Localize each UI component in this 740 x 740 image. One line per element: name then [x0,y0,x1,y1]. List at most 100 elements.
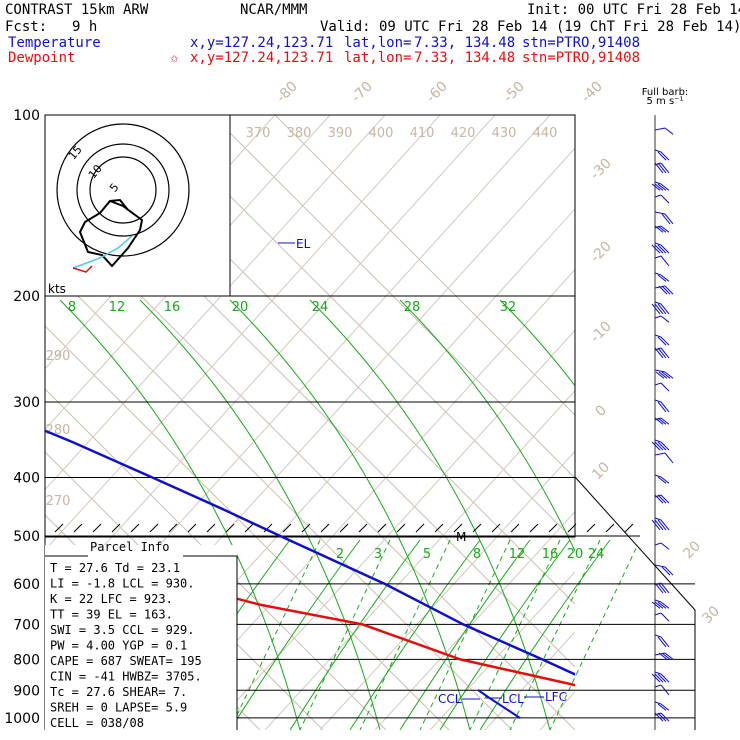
mixing-ratio-label: 20 [567,547,584,562]
barb-shaft [654,382,662,386]
isotherm-line [45,325,450,730]
barb-flag [660,151,670,161]
barb-flag [661,652,671,660]
parcel-path-line [477,689,521,719]
lower-mixing-ratio-line [469,539,561,730]
freezing-tick [491,523,501,533]
freezing-tick [187,523,197,533]
lower-green-line [439,539,571,730]
legend-dewpoint-xy: x,y=127.24,123.71 [190,50,334,66]
legend-dewpoint: Dewpoint [8,50,76,66]
lower-green-line [229,539,361,730]
barb-flag [654,347,664,359]
barb-flag [654,183,664,191]
isotherm-label: -30 [587,155,614,182]
pressure-tick-label: 700 [13,617,40,633]
isotherm-label: -20 [587,238,614,265]
barb-flag [654,417,664,425]
mixing-ratio-label: 8 [473,547,481,562]
mixing-ratio-label: 20 [232,300,249,315]
barb-flag [654,244,664,254]
barb-flag [660,582,670,594]
barb-flag [660,315,670,323]
barb-flag [657,673,667,683]
freezing-tick [377,523,387,533]
legend-temperature-stn: stn=PTRO,91408 [522,35,641,51]
hodograph-ring [56,123,190,257]
barb-shaft [654,315,662,319]
isotherm-line [45,388,387,730]
hodograph-ring [89,156,157,224]
dry-adiabat-line [45,115,331,431]
barb-shaft [654,127,666,131]
parcel-info-title: Parcel Info [90,540,169,554]
barb-flag [651,303,661,315]
mixing-ratio-label: 24 [588,547,605,562]
barb-flag [654,494,664,504]
melting-level-label: M [456,530,466,544]
isotherm-label: 20 [680,538,704,562]
wind-barb [654,255,670,267]
theta-label: 380 [287,126,312,141]
legend-temperature: Temperature [8,35,101,51]
wind-barb [651,181,670,191]
wind-barb [654,494,670,504]
isotherm-label: -50 [500,78,527,105]
barb-flag [657,582,667,594]
barb-shaft [654,612,662,616]
barb-flag [657,476,667,484]
wind-barb [654,369,674,379]
freezing-tick [320,523,330,533]
dry-adiabat-line [429,571,575,730]
wind-barb [654,149,670,161]
lfc-label: LFC [545,690,567,704]
forecast-label: Fcst: [5,19,48,35]
barb-shaft [654,149,662,153]
wind-barb [654,612,670,622]
mixing-ratio-label: 16 [164,300,181,315]
parcel-info-row: SREH = 0 LAPSE= 5.9 [50,701,187,715]
freezing-tick [548,523,558,533]
barb-flag [660,636,670,648]
wind-barb [654,712,670,722]
theta-label: 370 [246,126,271,141]
legend-dewpoint-latlon: 7.33, 134.48 [414,50,516,66]
wind-barb [654,225,670,233]
barb-shaft [654,369,666,373]
wind-barb [651,671,670,683]
barb-flag [654,162,664,174]
barb-flag [660,542,670,550]
barb-flag [660,401,670,413]
isotherm-line [0,115,8,730]
barb-flag [660,274,670,282]
lower-mixing-ratio-line [419,539,511,730]
hodograph-unit: kts [48,282,66,296]
wind-barb [654,211,674,225]
isotherm-label: -10 [587,318,614,345]
wind-barb [654,347,670,359]
barb-flag [654,441,664,451]
lower-mixing-ratio-line [509,539,601,730]
barb-flag [660,441,670,451]
barb-flag [660,712,670,722]
barb-shaft [654,671,662,675]
lower-mixing-ratio-line [299,539,391,730]
barb-shaft [654,272,662,276]
dry-adiabat-line [705,115,740,730]
barb-shaft [654,301,662,305]
freezing-tick [453,523,463,533]
freezing-tick [206,523,216,533]
wind-barb [654,542,670,550]
barb-flag [654,673,664,683]
wind-barb [651,439,670,451]
freezing-tick [263,523,273,533]
theta-label: 410 [410,126,435,141]
dry-adiabat-line [45,115,496,611]
mixing-ratio-label: 24 [312,300,329,315]
barb-flag [657,347,667,359]
temperature-profile-line [45,429,575,676]
barb-flag [651,244,661,254]
barb-flag [660,244,670,254]
barb-flag [660,519,670,531]
wind-barb [654,399,670,413]
